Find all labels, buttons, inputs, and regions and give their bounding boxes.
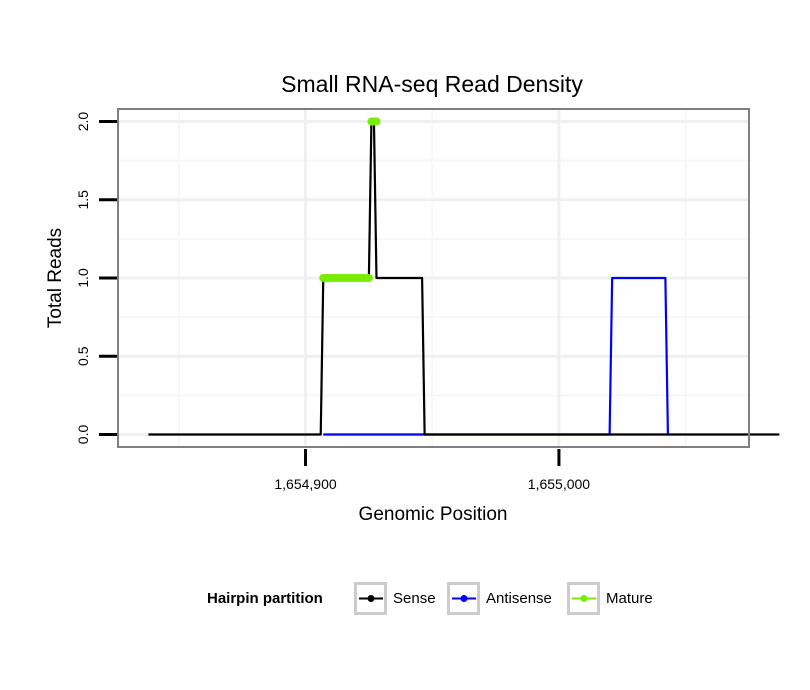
legend-title: Hairpin partition	[207, 590, 323, 607]
y-axis: 0.0 0.5 1.0 1.5 2.0	[75, 112, 117, 445]
y-tick-label: 2.0	[75, 112, 91, 132]
x-tick-label: 1,654,900	[274, 476, 336, 492]
x-axis-title: Genomic Position	[359, 504, 508, 525]
x-tick-label: 1,655,000	[528, 476, 590, 492]
antisense-line	[323, 276, 670, 436]
legend-point-mature	[580, 595, 588, 602]
mature-point	[372, 117, 381, 126]
legend-label-antisense: Antisense	[486, 590, 552, 607]
x-axis: 1,654,900 1,655,000	[274, 449, 590, 492]
legend-point-antisense	[460, 595, 468, 602]
y-tick-label: 1.5	[75, 190, 91, 210]
mature-point	[364, 274, 373, 282]
legend-label-sense: Sense	[393, 590, 436, 607]
legend-label-mature: Mature	[606, 590, 653, 607]
legend: Hairpin partition Sense Antisense Mature	[207, 582, 653, 615]
legend-point-sense	[367, 595, 375, 602]
chart-title: Small RNA-seq Read Density	[281, 71, 583, 97]
series-layer	[148, 117, 780, 436]
series-antisense	[323, 276, 670, 436]
y-tick-label: 0.0	[75, 425, 91, 445]
y-axis-title: Total Reads	[45, 228, 66, 328]
y-tick-label: 1.0	[75, 268, 91, 288]
series-mature	[319, 117, 381, 282]
plot-border	[117, 108, 750, 448]
y-tick-label: 0.5	[75, 346, 91, 366]
